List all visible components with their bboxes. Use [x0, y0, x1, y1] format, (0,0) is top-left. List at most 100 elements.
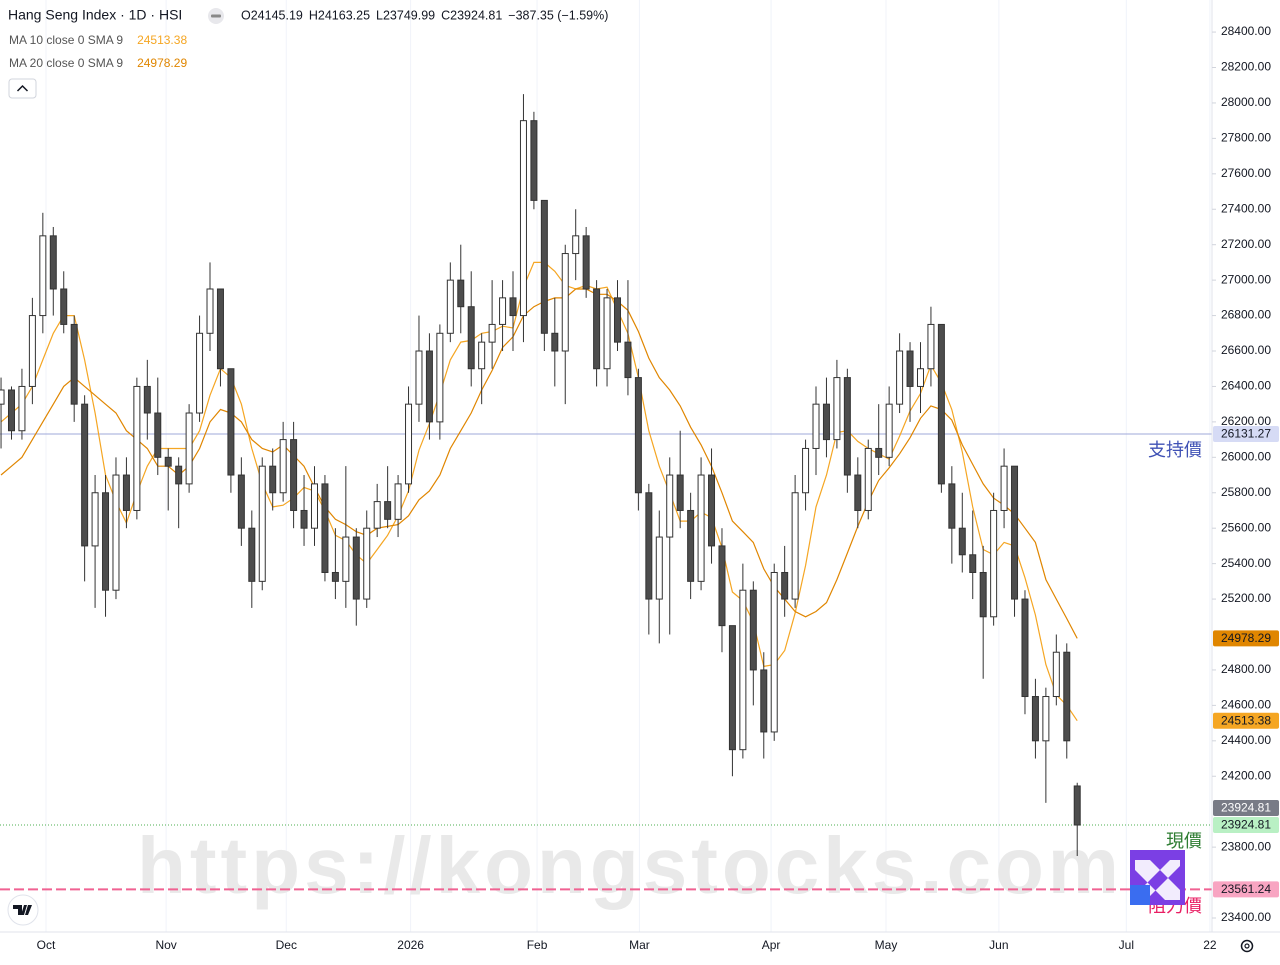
candle-body [258, 465, 266, 582]
candle-body [781, 571, 789, 600]
y-tick-label: 27400.00 [1221, 201, 1271, 215]
candle-body [206, 288, 214, 334]
candle-body [133, 385, 141, 511]
x-tick-label: Dec [276, 938, 297, 952]
y-tick-label: 27000.00 [1221, 272, 1271, 286]
y-tick-label: 27200.00 [1221, 237, 1271, 251]
ohlc-value: −387.35 (−1.59%) [508, 8, 608, 22]
y-tick-label: 26200.00 [1221, 414, 1271, 428]
candle-body [864, 447, 872, 511]
y-tick-label: 24400.00 [1221, 733, 1271, 747]
candle-body [488, 323, 496, 343]
candle-body [593, 288, 601, 370]
candle-body [728, 625, 736, 751]
candle-body [843, 377, 851, 476]
y-tick-label: 23800.00 [1221, 839, 1271, 853]
candle-body [290, 439, 298, 511]
x-tick-label: Feb [527, 938, 548, 952]
gear-center [1244, 943, 1250, 949]
ma-line [0, 261, 1078, 722]
ohlc-value: H24163.25 [309, 8, 370, 22]
candle-body [394, 483, 402, 520]
status-icon-bar [211, 14, 221, 18]
candle-body [248, 527, 256, 582]
candle-body [0, 389, 5, 405]
candle-body [791, 492, 799, 600]
candle-body [112, 474, 120, 591]
candle-body [279, 439, 287, 494]
candle-body [1073, 785, 1081, 826]
candle-body [363, 527, 371, 600]
candle-body [519, 120, 527, 317]
candle-body [457, 279, 465, 308]
candle-body [969, 554, 977, 573]
candle-body [990, 509, 998, 618]
y-tick-label: 24800.00 [1221, 662, 1271, 676]
price-tag-label: 24978.29 [1221, 631, 1271, 645]
watermark: https://kongstocks.com [137, 821, 1123, 910]
candle-body [122, 474, 130, 511]
y-tick-label: 26600.00 [1221, 343, 1271, 357]
legend-value: 24513.38 [137, 33, 187, 47]
candle-body [1052, 651, 1060, 698]
candle-body [927, 323, 935, 370]
candle-body [175, 465, 183, 485]
candle-body [70, 323, 78, 405]
candle-body [687, 509, 695, 582]
y-tick-label: 26400.00 [1221, 379, 1271, 393]
price-tag-label: 24513.38 [1221, 713, 1271, 727]
candle-body [1031, 696, 1039, 742]
candle-body [802, 447, 810, 494]
legend-value: 24978.29 [137, 56, 187, 70]
candle-body [812, 403, 820, 449]
candle-body [499, 297, 507, 325]
price-tag [1213, 817, 1279, 834]
candle-body [60, 288, 68, 325]
candle-body [896, 350, 904, 405]
x-tick-label: Jul [1119, 938, 1134, 952]
tv-logo-mark [13, 905, 32, 915]
candle-body [405, 403, 413, 485]
candle-body [269, 465, 277, 494]
ohlc-value: L23749.99 [376, 8, 435, 22]
candle-body [958, 527, 966, 556]
candle-body [91, 492, 99, 547]
candle-body [373, 501, 381, 529]
candle-body [342, 536, 350, 582]
candle-body [822, 403, 830, 441]
axes: 28400.00 28200.00 28000.00 27800.00 27600.00… [37, 24, 1272, 952]
price-tag [1213, 800, 1279, 817]
candle-body [551, 332, 559, 352]
candle-body [655, 536, 663, 600]
candle-body [164, 456, 172, 467]
y-tick-label: 24600.00 [1221, 698, 1271, 712]
candle-body [185, 412, 193, 485]
candle-body [237, 474, 245, 529]
candle-body [28, 315, 36, 387]
candle-body [833, 377, 841, 441]
legend: MA 10 close 0 SMA 9 24513.38 MA 20 close 0… [9, 33, 187, 70]
x-tick-label: 2026 [397, 938, 424, 952]
candle-body [634, 377, 642, 494]
candle-body [352, 536, 360, 600]
price-tag-label: 23924.81 [1221, 801, 1271, 815]
candle-body [718, 545, 726, 627]
candle-body [321, 483, 329, 573]
candle-body [39, 235, 47, 317]
tv-logo[interactable] [7, 894, 39, 926]
settings-button[interactable] [1240, 939, 1254, 953]
collapse-button[interactable] [8, 78, 37, 99]
candle-body [708, 474, 716, 547]
candle-body [49, 235, 57, 290]
y-tick-label: 25200.00 [1221, 591, 1271, 605]
candle-body [582, 235, 590, 290]
candle-body [916, 368, 924, 387]
candle-body [770, 571, 778, 733]
candle-body [645, 492, 653, 600]
candle-body [948, 483, 956, 529]
y-tick-label: 28200.00 [1221, 60, 1271, 74]
legend-name: MA 10 close 0 SMA 9 [9, 33, 123, 47]
level-label: 支持價 [1148, 440, 1202, 460]
candle-body [603, 297, 611, 370]
